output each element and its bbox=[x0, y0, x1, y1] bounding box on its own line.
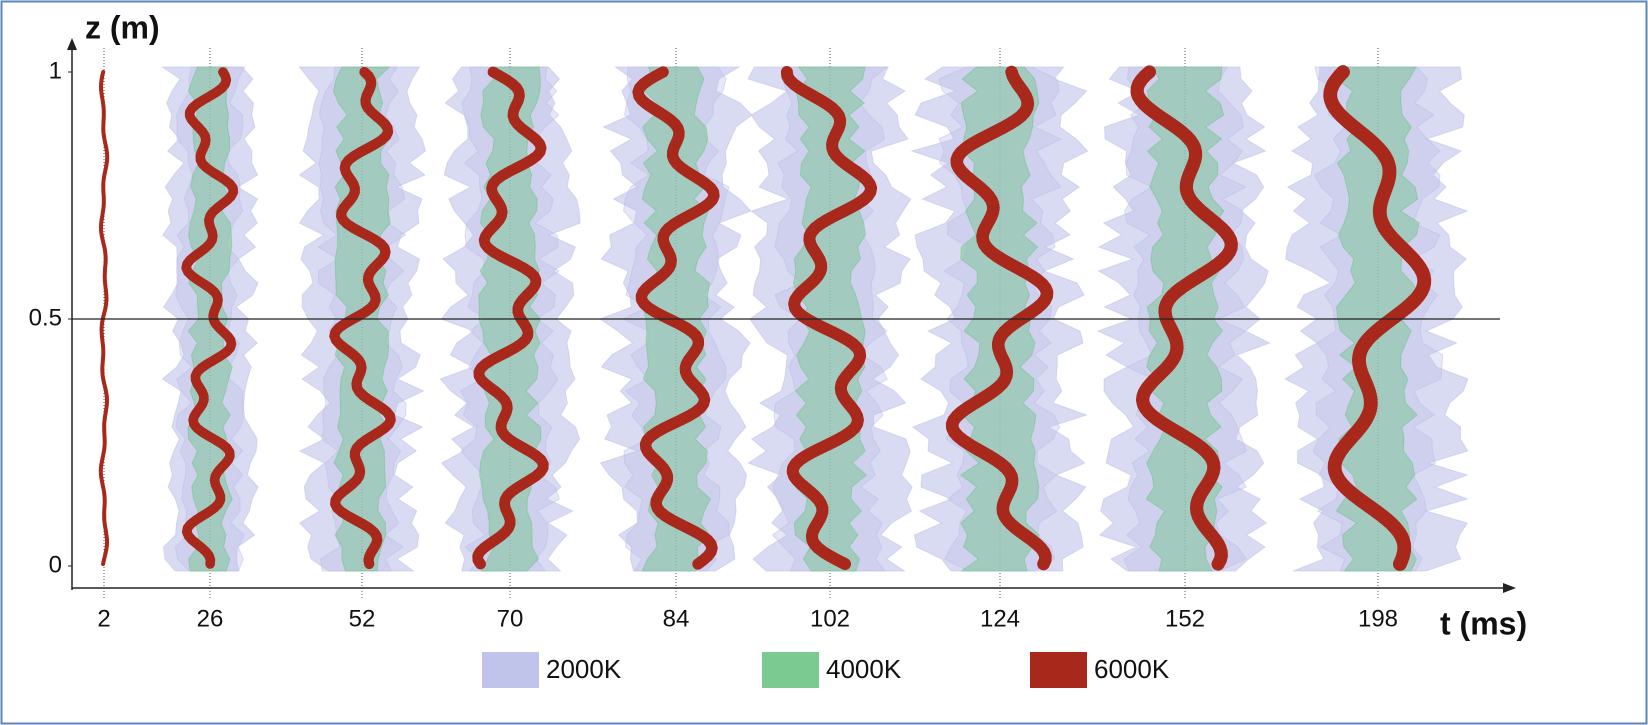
y-tick-label: 0 bbox=[49, 551, 62, 578]
x-tick-label: 152 bbox=[1165, 605, 1205, 632]
isosurface-2 bbox=[780, 66, 878, 570]
legend-label: 6000K bbox=[1094, 654, 1170, 684]
isosurface-2 bbox=[1130, 65, 1238, 571]
column-render bbox=[160, 48, 259, 600]
isosurface-2 bbox=[632, 66, 720, 570]
y-axis-label: z (m) bbox=[85, 9, 160, 45]
column-render bbox=[98, 48, 110, 600]
x-tick-label: 2 bbox=[97, 605, 110, 632]
x-arrow bbox=[1503, 583, 1516, 593]
x-tick-label: 102 bbox=[810, 605, 850, 632]
legend-label: 4000K bbox=[826, 654, 902, 684]
x-tick-label: 124 bbox=[980, 605, 1020, 632]
x-tick-label: 52 bbox=[349, 605, 376, 632]
legend-label: 2000K bbox=[546, 654, 622, 684]
legend-swatch bbox=[482, 652, 539, 688]
x-tick-label: 198 bbox=[1358, 605, 1398, 632]
legend-swatch bbox=[1030, 652, 1087, 688]
x-axis-label: t (ms) bbox=[1440, 605, 1527, 641]
isosurface-2 bbox=[329, 66, 396, 570]
x-tick-label: 26 bbox=[197, 605, 224, 632]
x-tick-label: 84 bbox=[663, 605, 690, 632]
column-render bbox=[1096, 48, 1271, 600]
isosurface-2 bbox=[1323, 65, 1432, 571]
y-tick-label: 1 bbox=[49, 57, 62, 84]
isosurface-2 bbox=[945, 65, 1054, 571]
legend-swatch bbox=[762, 652, 819, 688]
x-tick-label: 70 bbox=[497, 605, 524, 632]
isosurface-2 bbox=[181, 67, 239, 569]
isosurface-2 bbox=[98, 70, 110, 566]
y-tick-label: 0.5 bbox=[29, 304, 62, 331]
isosurface-2 bbox=[472, 66, 549, 570]
y-arrow bbox=[67, 38, 77, 50]
